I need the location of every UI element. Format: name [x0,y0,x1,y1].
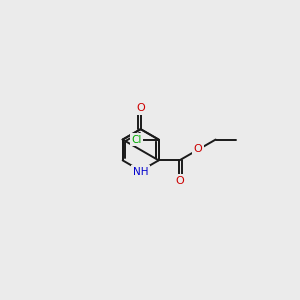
Text: NH: NH [133,167,148,176]
Text: O: O [136,103,145,113]
Text: Cl: Cl [131,135,142,145]
Text: O: O [176,176,184,186]
Text: O: O [193,144,202,154]
